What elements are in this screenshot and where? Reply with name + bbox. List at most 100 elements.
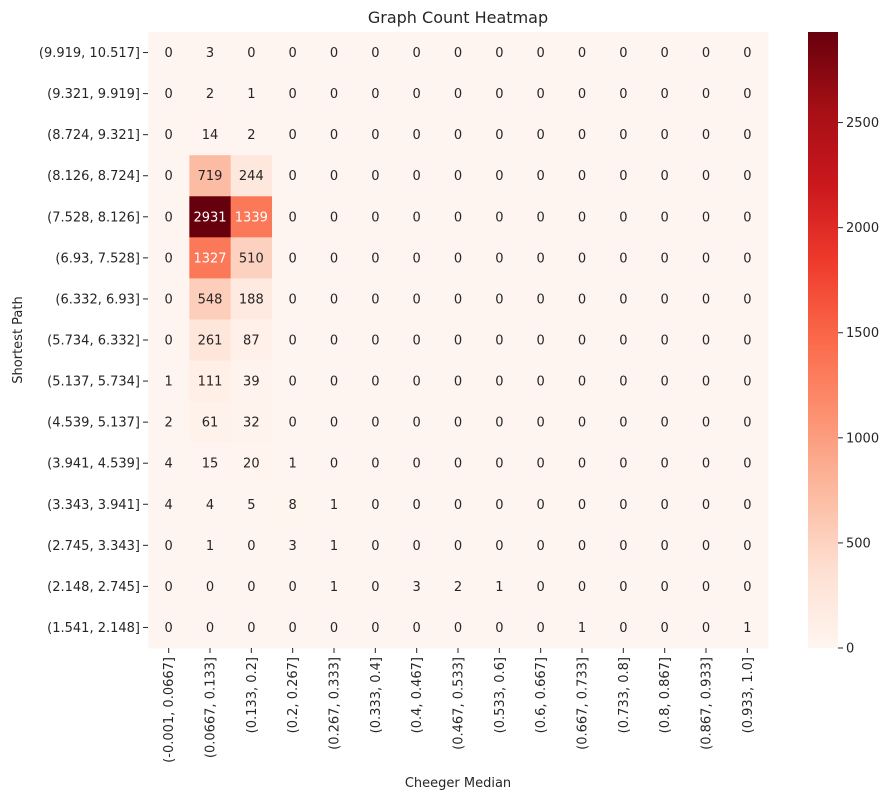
cell-value-label: 0 [413,539,421,554]
heatmap-cell [644,401,686,444]
cell-value-label: 0 [495,416,503,431]
cell-value-label: 0 [371,416,379,431]
cell-value-label: 0 [578,416,586,431]
heatmap-cell [561,565,604,608]
cell-value-label: 1327 [193,251,226,266]
cell-value-label: 0 [289,334,297,349]
cell-value-label: 87 [243,334,260,349]
cell-value-label: 0 [454,251,462,266]
heatmap-cell [148,32,190,74]
heatmap-cell [561,237,604,279]
heatmap-cell [354,606,397,649]
heatmap-cell [189,606,232,649]
heatmap-cell [437,442,480,485]
heatmap-cell [644,155,686,197]
heatmap-cell [437,196,480,238]
cell-value-label: 2 [247,128,255,143]
cell-value-label: 0 [743,580,751,595]
cell-value-label: 0 [371,580,379,595]
cell-value-label: 0 [619,87,627,102]
heatmap-cell [354,319,397,362]
cell-value-label: 0 [454,457,462,472]
heatmap-cell [313,524,356,567]
colorbar-tick-label: 1500 [846,326,879,341]
cell-value-label: 0 [454,292,462,307]
heatmap-cell [148,524,190,567]
heatmap-cell [726,483,769,526]
cell-value-label: 0 [702,87,710,102]
cell-value-label: 1 [743,621,751,636]
x-axis-label: Cheeger Median [405,776,511,791]
cell-value-label: 0 [454,128,462,143]
heatmap-cell [685,524,728,567]
heatmap-cell [726,524,769,567]
heatmap-cell [561,360,604,403]
heatmap-cell [230,237,273,279]
heatmap-cell [272,278,314,320]
cell-value-label: 510 [239,251,264,266]
cell-value-label: 0 [330,416,338,431]
heatmap-cell [230,114,273,156]
heatmap-cell [561,196,604,238]
heatmap-cell [272,73,314,115]
heatmap-cell [396,278,438,320]
cell-value-label: 0 [330,210,338,225]
heatmap-cell [520,114,562,156]
cell-value-label: 0 [454,334,462,349]
cell-value-label: 0 [578,539,586,554]
y-tick-label: (6.93, 7.528] [55,251,140,266]
heatmap-cell [561,278,604,320]
cell-value-label: 5 [247,498,255,513]
y-tick-label: (9.919, 10.517] [39,46,140,61]
heatmap-cell [644,196,686,238]
heatmap-cell [644,319,686,362]
cell-value-label: 0 [371,128,379,143]
cell-value-label: 0 [165,580,173,595]
cell-value-label: 0 [165,251,173,266]
cell-value-label: 0 [619,251,627,266]
heatmap-cell [602,442,645,485]
cell-value-label: 0 [743,375,751,390]
cell-value-label: 0 [702,498,710,513]
heatmap-cell [520,32,562,74]
heatmap-cell [313,401,356,444]
cell-value-label: 3 [289,539,297,554]
heatmap-cell [354,565,397,608]
colorbar-tick-label: 1000 [846,431,879,446]
cell-value-label: 0 [495,128,503,143]
cell-value-label: 1 [330,539,338,554]
y-tick-label: (5.137, 5.734] [47,375,140,390]
cell-value-label: 188 [239,292,264,307]
x-tick-label: (0.133, 0.2] [245,657,260,733]
chart-title: Graph Count Heatmap [368,8,548,27]
cell-value-label: 0 [702,292,710,307]
cell-value-label: 0 [495,621,503,636]
heatmap-cell [726,73,769,115]
cell-value-label: 1 [289,457,297,472]
heatmap-cell [520,319,562,362]
cell-value-label: 0 [661,580,669,595]
colorbar-tick-label: 2000 [846,221,879,236]
cell-value-label: 111 [198,375,223,390]
heatmap-cell [685,483,728,526]
cell-value-label: 0 [289,416,297,431]
heatmap-cell [230,278,273,320]
cell-value-label: 0 [289,251,297,266]
heatmap-cell [685,196,728,238]
cell-value-label: 0 [165,87,173,102]
cell-value-label: 0 [661,498,669,513]
heatmap-cell [313,360,356,403]
cell-value-label: 244 [239,169,264,184]
heatmap-cell [478,73,521,115]
heatmap-cell [478,237,521,279]
cell-value-label: 0 [537,292,545,307]
heatmap-cell [726,360,769,403]
heatmap-cell [354,401,397,444]
x-tick-label: (0.0667, 0.133] [204,657,219,758]
heatmap-cell [561,32,604,74]
heatmap-cell [396,319,438,362]
cell-value-label: 0 [495,292,503,307]
heatmap-cell [520,606,562,649]
heatmap-cell [726,442,769,485]
heatmap-cell [520,565,562,608]
